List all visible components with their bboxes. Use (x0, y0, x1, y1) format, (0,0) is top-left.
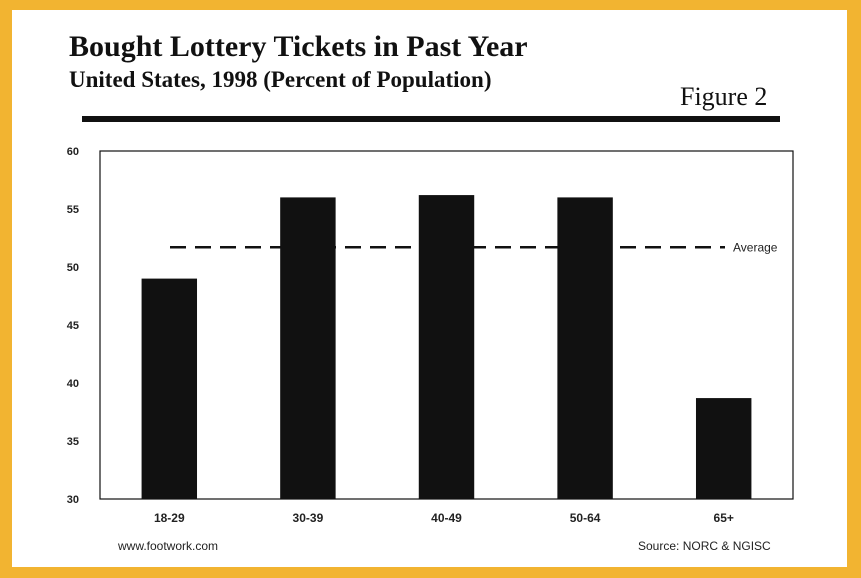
y-axis: 30 35 40 45 50 55 60 (67, 146, 79, 506)
figure-label: Figure 2 (680, 82, 768, 111)
average-line-group: Average (170, 240, 778, 254)
y-tick-label: 30 (67, 494, 79, 506)
bar-50-64 (557, 197, 613, 499)
average-label: Average (733, 240, 778, 254)
y-tick-label: 40 (67, 378, 79, 390)
y-tick-label: 60 (67, 146, 79, 158)
y-tick-label: 55 (67, 204, 79, 216)
website-credit: www.footwork.com (118, 539, 219, 553)
x-tick-label: 65+ (714, 511, 734, 525)
x-tick-label: 18-29 (154, 511, 185, 525)
source-credit: Source: NORC & NGISC (638, 539, 771, 553)
chart-subtitle: United States, 1998 (Percent of Populati… (69, 67, 492, 92)
figure-panel: Bought Lottery Tickets in Past Year Unit… (12, 10, 847, 567)
y-tick-label: 50 (67, 262, 79, 274)
bar-30-39 (280, 197, 336, 499)
bar-18-29 (141, 278, 198, 499)
x-tick-label: 50-64 (570, 511, 601, 525)
y-tick-label: 35 (67, 436, 79, 448)
y-tick-label: 45 (67, 320, 79, 332)
bar-chart: 30 35 40 45 50 55 60 18-29 30-39 40-49 50-64 65+ A… (67, 146, 794, 525)
chart-title: Bought Lottery Tickets in Past Year (69, 30, 528, 63)
x-tick-label: 30-39 (293, 511, 324, 525)
title-divider (82, 116, 780, 122)
x-axis: 18-29 30-39 40-49 50-64 65+ (154, 511, 734, 525)
bar-40-49 (418, 195, 475, 499)
bar-series (141, 195, 752, 499)
x-tick-label: 40-49 (431, 511, 462, 525)
bar-65+ (695, 398, 752, 499)
